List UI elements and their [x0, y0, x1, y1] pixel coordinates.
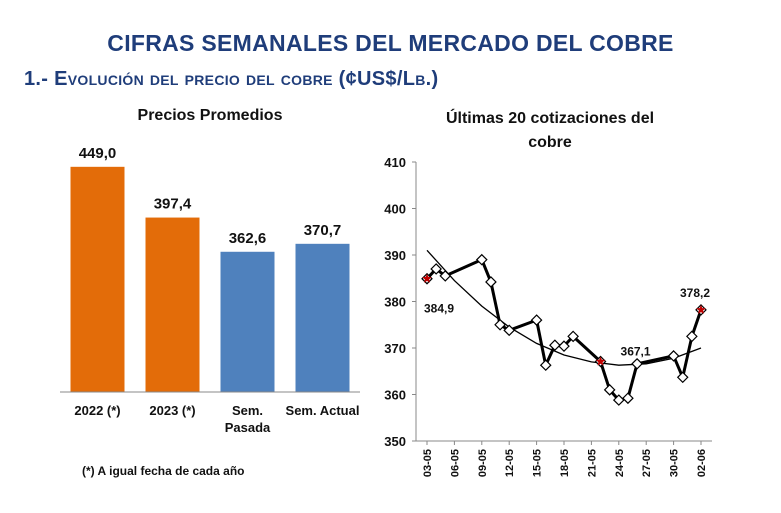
bar-3 [295, 243, 350, 392]
annotation-marker-0 [422, 273, 432, 283]
page-title: CIFRAS SEMANALES DEL MERCADO DEL COBRE [107, 30, 674, 56]
y-tick-label-3: 380 [384, 295, 406, 310]
price-point-6 [503, 324, 516, 337]
price-point-11 [567, 330, 579, 343]
bar-value-label-1: 397,4 [154, 196, 192, 213]
annotation-label-0: 384,9 [424, 302, 454, 316]
bar-2 [220, 251, 275, 392]
price-point-7 [530, 314, 543, 326]
price-point-3 [475, 253, 488, 266]
price-point-15 [622, 392, 634, 405]
bar-1 [145, 217, 200, 392]
bar-0 [70, 166, 125, 392]
x-tick-label-4: 15-05 [532, 449, 544, 477]
price-point-10 [558, 340, 570, 352]
price-point-17 [667, 350, 680, 362]
y-tick-label-6: 410 [384, 155, 406, 170]
price-point-16 [631, 357, 643, 370]
x-tick-label-3: 12-05 [504, 449, 516, 477]
price-series-line [425, 258, 703, 402]
bar-category-label-2-1: Pasada [225, 420, 271, 435]
x-tick-label-0: 03-05 [422, 449, 434, 477]
x-tick-label-5: 18-05 [559, 449, 571, 477]
price-point-19 [686, 330, 698, 343]
price-point-1 [430, 263, 442, 275]
bar-value-label-2: 362,6 [229, 230, 267, 247]
x-tick-label-6: 21-05 [586, 449, 598, 477]
footnote: (*) A igual fecha de cada año [82, 464, 245, 478]
line-chart-title-line-2: cobre [528, 134, 572, 151]
y-tick-label-1: 360 [384, 388, 406, 403]
price-point-8 [539, 359, 552, 372]
price-point-18 [676, 371, 689, 384]
annotation-marker-2 [696, 304, 706, 314]
bar-chart-title: Precios Promedios [137, 107, 283, 124]
price-point-13 [603, 384, 616, 396]
section-subtitle: 1.- Evolución del precio del cobre (¢US$… [24, 68, 439, 90]
x-tick-label-2: 09-05 [477, 449, 489, 477]
bar-category-label-1-0: 2023 (*) [149, 403, 195, 418]
bar-category-label-0-0: 2022 (*) [74, 403, 120, 418]
x-tick-label-7: 24-05 [614, 449, 626, 477]
bar-category-label-2-0: Sem. [232, 403, 263, 418]
y-tick-label-5: 400 [384, 202, 406, 217]
y-tick-label-2: 370 [384, 341, 406, 356]
x-tick-label-9: 30-05 [669, 449, 681, 477]
trendline [426, 249, 702, 366]
price-point-4 [485, 276, 497, 288]
bar-value-label-3: 370,7 [304, 222, 342, 239]
y-tick-label-4: 390 [384, 248, 406, 263]
annotation-marker-1 [595, 356, 606, 366]
y-tick-label-0: 350 [384, 434, 406, 449]
bar-category-label-3-0: Sem. Actual [286, 403, 360, 418]
x-tick-label-1: 06-05 [449, 449, 461, 477]
annotation-label-1: 367,1 [621, 344, 651, 358]
price-point-9 [549, 339, 561, 352]
line-chart-title: Últimas 20 cotizaciones del cobre [420, 107, 680, 155]
x-tick-label-10: 02-06 [696, 449, 708, 477]
bar-value-label-0: 449,0 [79, 145, 117, 162]
annotation-label-2: 378,2 [680, 286, 710, 300]
line-chart-title-line-1: Últimas 20 cotizaciones del [445, 110, 655, 127]
price-point-2 [439, 270, 452, 282]
x-tick-label-8: 27-05 [641, 449, 653, 477]
price-point-14 [612, 394, 625, 406]
price-point-5 [494, 318, 506, 331]
